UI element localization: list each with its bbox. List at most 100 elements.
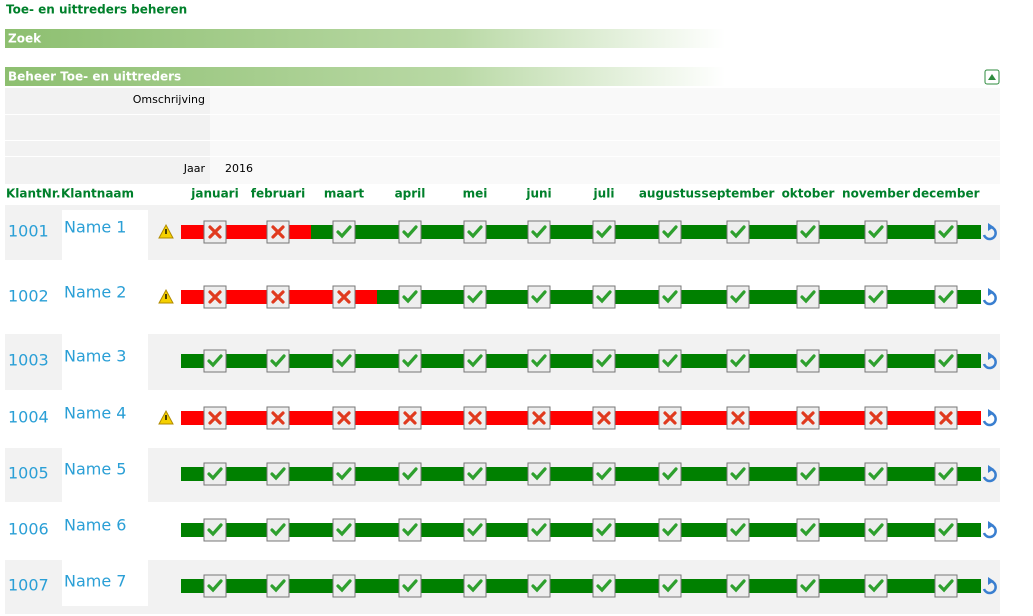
refresh-arrow[interactable] (982, 523, 997, 539)
search-title[interactable]: Zoek (8, 32, 42, 46)
check[interactable] (868, 523, 884, 537)
refresh-icon[interactable] (982, 577, 997, 595)
check[interactable] (800, 354, 816, 368)
refresh-arrow[interactable] (982, 225, 997, 241)
cross[interactable] (939, 411, 953, 425)
check-box[interactable] (398, 518, 422, 542)
check-box[interactable] (658, 220, 682, 244)
check[interactable] (730, 290, 746, 304)
check-box[interactable] (796, 518, 820, 542)
cross-box[interactable] (332, 406, 356, 430)
check[interactable] (800, 290, 816, 304)
check[interactable] (868, 290, 884, 304)
check-box[interactable] (266, 518, 290, 542)
check-box[interactable] (398, 462, 422, 486)
check[interactable] (938, 354, 954, 368)
check-box[interactable] (864, 574, 888, 598)
cross-box[interactable] (527, 406, 551, 430)
check[interactable] (868, 579, 884, 593)
refresh-head[interactable] (988, 465, 994, 473)
cross-box[interactable] (266, 220, 290, 244)
client-name[interactable]: Name 1 (64, 218, 126, 237)
check[interactable] (868, 467, 884, 481)
check[interactable] (207, 467, 223, 481)
check[interactable] (662, 354, 678, 368)
check[interactable] (596, 579, 612, 593)
refresh-arrow[interactable] (982, 354, 997, 370)
client-name[interactable]: Name 5 (64, 460, 126, 479)
refresh-icon[interactable] (982, 465, 997, 483)
check-box[interactable] (592, 462, 616, 486)
cross[interactable] (271, 411, 285, 425)
check[interactable] (596, 523, 612, 537)
check-box[interactable] (726, 574, 750, 598)
check[interactable] (336, 225, 352, 239)
check-box[interactable] (463, 518, 487, 542)
check[interactable] (531, 225, 547, 239)
check[interactable] (938, 225, 954, 239)
check-box[interactable] (398, 285, 422, 309)
client-name[interactable]: Name 2 (64, 283, 126, 302)
cross[interactable] (337, 411, 351, 425)
check[interactable] (800, 467, 816, 481)
check-box[interactable] (796, 574, 820, 598)
check[interactable] (868, 354, 884, 368)
check[interactable] (336, 467, 352, 481)
check-box[interactable] (527, 349, 551, 373)
check-box[interactable] (726, 349, 750, 373)
check[interactable] (868, 225, 884, 239)
check[interactable] (270, 467, 286, 481)
cross[interactable] (801, 411, 815, 425)
check[interactable] (730, 523, 746, 537)
check-box[interactable] (658, 349, 682, 373)
check-box[interactable] (332, 574, 356, 598)
check[interactable] (207, 579, 223, 593)
check[interactable] (336, 579, 352, 593)
check-box[interactable] (203, 518, 227, 542)
check[interactable] (467, 225, 483, 239)
refresh-head[interactable] (988, 521, 994, 529)
check[interactable] (402, 467, 418, 481)
check-box[interactable] (864, 518, 888, 542)
check-box[interactable] (658, 462, 682, 486)
check-box[interactable] (934, 574, 958, 598)
check[interactable] (596, 354, 612, 368)
check-box[interactable] (726, 462, 750, 486)
client-number[interactable]: 1002 (8, 287, 49, 306)
check[interactable] (336, 523, 352, 537)
check-box[interactable] (527, 574, 551, 598)
client-number[interactable]: 1004 (8, 408, 49, 427)
check-box[interactable] (592, 574, 616, 598)
refresh-arrow[interactable] (982, 290, 997, 306)
check-box[interactable] (796, 462, 820, 486)
check[interactable] (402, 523, 418, 537)
check[interactable] (938, 579, 954, 593)
check-box[interactable] (463, 462, 487, 486)
cross[interactable] (208, 411, 222, 425)
search-bar[interactable] (5, 29, 1005, 48)
cross-box[interactable] (332, 285, 356, 309)
client-name[interactable]: Name 3 (64, 347, 126, 366)
cross-box[interactable] (203, 406, 227, 430)
check[interactable] (270, 523, 286, 537)
check-box[interactable] (463, 574, 487, 598)
check[interactable] (596, 225, 612, 239)
check-box[interactable] (527, 285, 551, 309)
check[interactable] (730, 467, 746, 481)
cross-box[interactable] (592, 406, 616, 430)
check[interactable] (402, 354, 418, 368)
cross-box[interactable] (266, 285, 290, 309)
check[interactable] (662, 467, 678, 481)
check-box[interactable] (203, 349, 227, 373)
check-box[interactable] (463, 285, 487, 309)
refresh-arrow[interactable] (982, 411, 997, 427)
check-box[interactable] (934, 285, 958, 309)
check-box[interactable] (934, 518, 958, 542)
check-box[interactable] (332, 518, 356, 542)
cross[interactable] (271, 290, 285, 304)
client-number[interactable]: 1001 (8, 222, 49, 241)
check[interactable] (938, 467, 954, 481)
check-box[interactable] (726, 220, 750, 244)
check[interactable] (467, 523, 483, 537)
collapse-button[interactable] (984, 69, 1000, 85)
